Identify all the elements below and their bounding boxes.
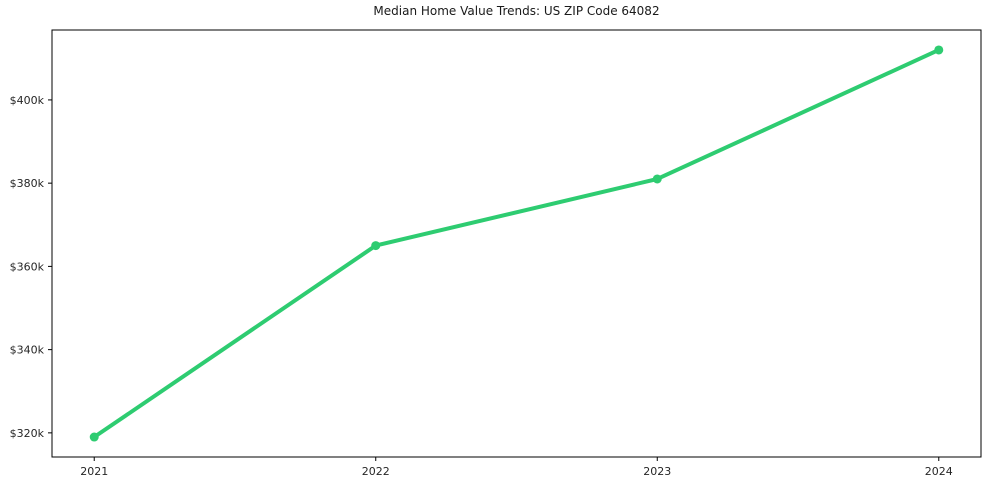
y-axis-tick-label: $380k: [10, 177, 45, 190]
y-axis-tick-label: $400k: [10, 94, 45, 107]
y-axis-tick-label: $340k: [10, 344, 45, 357]
x-axis-tick-label: 2023: [643, 465, 671, 478]
x-axis-tick-label: 2022: [362, 465, 390, 478]
data-point-marker: [652, 174, 662, 184]
x-axis-tick-label: 2024: [925, 465, 953, 478]
chart-title: Median Home Value Trends: US ZIP Code 64…: [373, 4, 660, 18]
data-point-marker: [371, 241, 381, 251]
y-axis-tick-label: $320k: [10, 427, 45, 440]
y-axis-tick-label: $360k: [10, 260, 45, 273]
trend-line: [92, 47, 941, 440]
plot-frame: [51, 29, 982, 458]
data-point-marker: [934, 45, 944, 55]
data-point-marker: [89, 432, 99, 442]
x-axis-tick-label: 2021: [80, 465, 108, 478]
